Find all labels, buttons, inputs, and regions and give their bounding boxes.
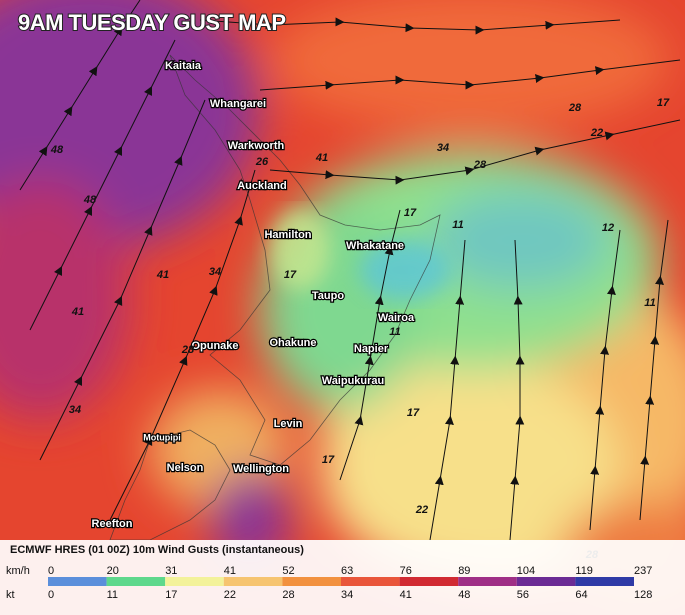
contour-label: 17 — [404, 207, 417, 219]
contour-label: 26 — [255, 156, 269, 168]
contour-label: 17 — [284, 269, 297, 281]
legend-color-segment — [223, 577, 283, 586]
legend-kt-label: 128 — [634, 589, 652, 601]
legend-unit: km/h — [6, 565, 30, 577]
contour-label: 11 — [644, 297, 655, 309]
city-label: Wairoa — [378, 312, 415, 324]
city-label: Kaitaia — [165, 60, 202, 72]
contour-label: 41 — [315, 152, 328, 164]
city-label: Whakatane — [346, 240, 404, 252]
legend-kt-label: 41 — [400, 589, 412, 601]
legend-kt-label: 22 — [224, 589, 236, 601]
city-label: Motupipi — [143, 432, 181, 442]
contour-label: 28 — [568, 102, 582, 114]
legend-color-segment — [575, 577, 634, 586]
legend-kmh-label: 63 — [341, 565, 353, 577]
legend-color-segment — [106, 577, 166, 586]
city-label: Levin — [274, 418, 303, 430]
legend-color-segment — [341, 577, 400, 586]
legend-color-segment — [516, 577, 576, 586]
contour-label: 22 — [415, 504, 428, 516]
city-label: Nelson — [167, 462, 204, 474]
legend-kmh-label: 119 — [575, 565, 593, 577]
legend-color-segment — [48, 577, 107, 586]
legend-color-segment — [458, 577, 517, 586]
contour-labels: 48 48 41 34 41 34 28 17 41 34 28 22 17 2… — [50, 97, 670, 561]
contour-label: 34 — [437, 142, 449, 154]
legend-kmh-label: 89 — [458, 565, 470, 577]
streamlines — [19, 0, 681, 541]
contour-label: 22 — [590, 127, 603, 139]
legend-kmh-label: 31 — [165, 565, 177, 577]
legend-kt-label: 11 — [107, 589, 118, 601]
contour-label: 28 — [181, 344, 195, 356]
contour-label: 28 — [473, 159, 487, 171]
city-label: Hamilton — [264, 229, 311, 241]
legend-kt-label: 64 — [575, 589, 587, 601]
city-label: Taupo — [312, 290, 344, 302]
city-label: Waipukurau — [322, 375, 385, 387]
legend-color-segment — [165, 577, 224, 586]
legend-kmh-label: 104 — [517, 565, 535, 577]
legend: ECMWF HRES (01 00Z) 10m Wind Gusts (inst… — [0, 540, 685, 615]
legend-kt-label: 28 — [282, 589, 294, 601]
contour-label: 17 — [322, 454, 335, 466]
contour-label: 41 — [156, 269, 169, 281]
city-label: Whangarei — [210, 98, 266, 110]
legend-kt-label: 0 — [48, 589, 54, 601]
legend-kmh-label: 76 — [400, 565, 412, 577]
legend-kmh-label: 41 — [224, 565, 236, 577]
legend-kmh-label: 20 — [107, 565, 119, 577]
city-labels: Kaitaia Whangarei Warkworth Auckland Ham… — [90, 59, 416, 531]
legend-title: ECMWF HRES (01 00Z) 10m Wind Gusts (inst… — [10, 544, 304, 556]
legend-kt-label: 56 — [517, 589, 529, 601]
legend-kt-label: 48 — [458, 589, 470, 601]
map-title: 9AM TUESDAY GUST MAP — [18, 10, 286, 35]
city-label: Wellington — [233, 463, 289, 475]
legend-kt-label: 17 — [165, 589, 177, 601]
contour-label: 48 — [83, 194, 97, 206]
contour-label: 12 — [602, 222, 614, 234]
legend-color-segment — [399, 577, 459, 586]
contour-label: 41 — [71, 306, 84, 318]
contour-label: 17 — [657, 97, 670, 109]
legend-kmh-label: 0 — [48, 565, 54, 577]
legend-color-segment — [282, 577, 341, 586]
city-label: Ohakune — [269, 337, 316, 349]
city-label: Napier — [354, 343, 389, 355]
city-label: Opunake — [191, 340, 238, 352]
contour-label: 34 — [209, 266, 221, 278]
contour-label: 34 — [69, 404, 81, 416]
contour-label: 11 — [452, 219, 463, 231]
city-label: Auckland — [237, 180, 287, 192]
city-label: Warkworth — [228, 140, 285, 152]
contour-label: 11 — [389, 326, 400, 338]
legend-kmh-label: 237 — [634, 565, 652, 577]
contour-label: 48 — [50, 144, 64, 156]
legend-kmh-label: 52 — [282, 565, 294, 577]
legend-kt-label: 34 — [341, 589, 353, 601]
city-label: Reefton — [92, 518, 133, 530]
contour-label: 17 — [407, 407, 420, 419]
legend-unit: kt — [6, 589, 15, 601]
